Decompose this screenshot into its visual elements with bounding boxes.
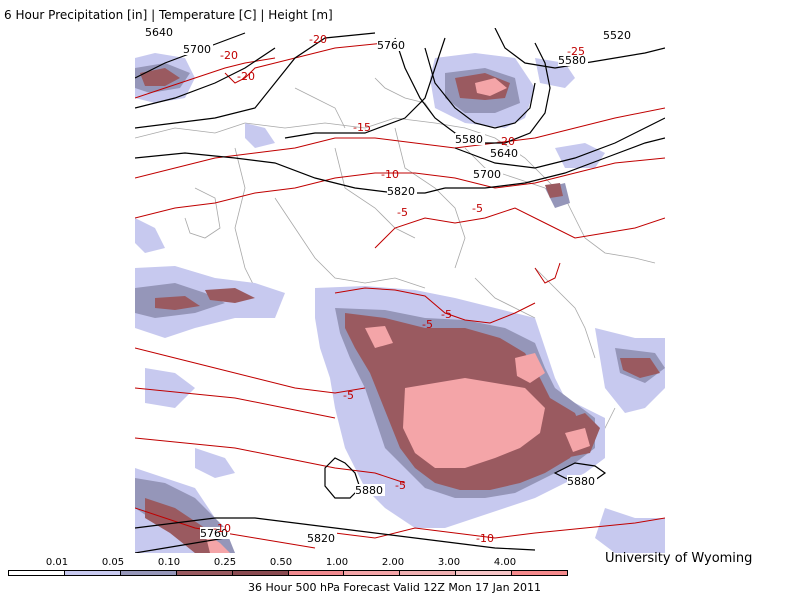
svg-text:5820: 5820 (387, 185, 415, 198)
legend-label: 2.00 (381, 557, 405, 568)
svg-text:5880: 5880 (355, 484, 383, 497)
svg-text:5640: 5640 (145, 28, 173, 39)
map-title: 6 Hour Precipitation [in] | Temperature … (4, 8, 333, 22)
height-labels: 5640 5700 5760 5520 5580 5580 5640 5700 … (145, 28, 633, 545)
svg-text:-20: -20 (309, 33, 327, 46)
legend-label: 3.00 (437, 557, 461, 568)
legend-label: 0.05 (101, 557, 125, 568)
svg-text:-10: -10 (476, 532, 494, 545)
svg-text:5820: 5820 (307, 532, 335, 545)
temperature-labels: -20 -20 -20 -25 -20 -15 -10 -5 -5 -5 -5 … (213, 33, 585, 545)
svg-text:5760: 5760 (377, 39, 405, 52)
svg-text:5760: 5760 (200, 527, 228, 540)
credit-text: University of Wyoming (605, 551, 753, 566)
legend-swatch (232, 571, 289, 575)
svg-text:-10: -10 (213, 522, 231, 535)
legend-swatch (456, 571, 513, 575)
svg-text:5880: 5880 (567, 475, 595, 488)
legend-swatch (288, 571, 345, 575)
svg-text:-15: -15 (353, 121, 371, 134)
svg-text:-5: -5 (395, 479, 406, 492)
legend-swatch (176, 571, 233, 575)
legend-colorbar (8, 570, 568, 576)
legend-label: 0.10 (157, 557, 181, 568)
svg-text:-25: -25 (567, 45, 585, 58)
legend-label: 0.25 (213, 557, 237, 568)
legend-label: 4.00 (493, 557, 517, 568)
svg-text:-10: -10 (381, 168, 399, 181)
weather-map: 5640 5700 5760 5520 5580 5580 5640 5700 … (135, 28, 665, 553)
forecast-valid-text: 36 Hour 500 hPa Forecast Valid 12Z Mon 1… (248, 581, 542, 594)
svg-text:-5: -5 (422, 318, 433, 331)
svg-text:5580: 5580 (558, 54, 586, 67)
legend-label: 0.50 (269, 557, 293, 568)
svg-text:-5: -5 (343, 389, 354, 402)
svg-text:-5: -5 (441, 308, 452, 321)
svg-text:5640: 5640 (490, 147, 518, 160)
legend-label: 1.00 (325, 557, 349, 568)
svg-text:-20: -20 (237, 70, 255, 83)
precip-extreme (205, 78, 590, 553)
legend-label: 0.01 (45, 557, 69, 568)
height-contours (135, 28, 665, 553)
svg-text:-20: -20 (220, 49, 238, 62)
svg-text:-5: -5 (397, 206, 408, 219)
legend-swatch (9, 571, 65, 575)
svg-text:5700: 5700 (473, 168, 501, 181)
legend-swatch (512, 571, 568, 575)
legend-swatch (120, 571, 177, 575)
legend-swatch (400, 571, 457, 575)
svg-text:5700: 5700 (183, 43, 211, 56)
legend-swatch (344, 571, 401, 575)
svg-text:5580: 5580 (455, 133, 483, 146)
svg-text:-5: -5 (472, 202, 483, 215)
svg-text:-20: -20 (497, 135, 515, 148)
legend-labels: 0.01 0.05 0.10 0.25 0.50 1.00 2.00 3.00 … (0, 557, 800, 569)
legend-swatch (64, 571, 121, 575)
svg-text:5520: 5520 (603, 29, 631, 42)
